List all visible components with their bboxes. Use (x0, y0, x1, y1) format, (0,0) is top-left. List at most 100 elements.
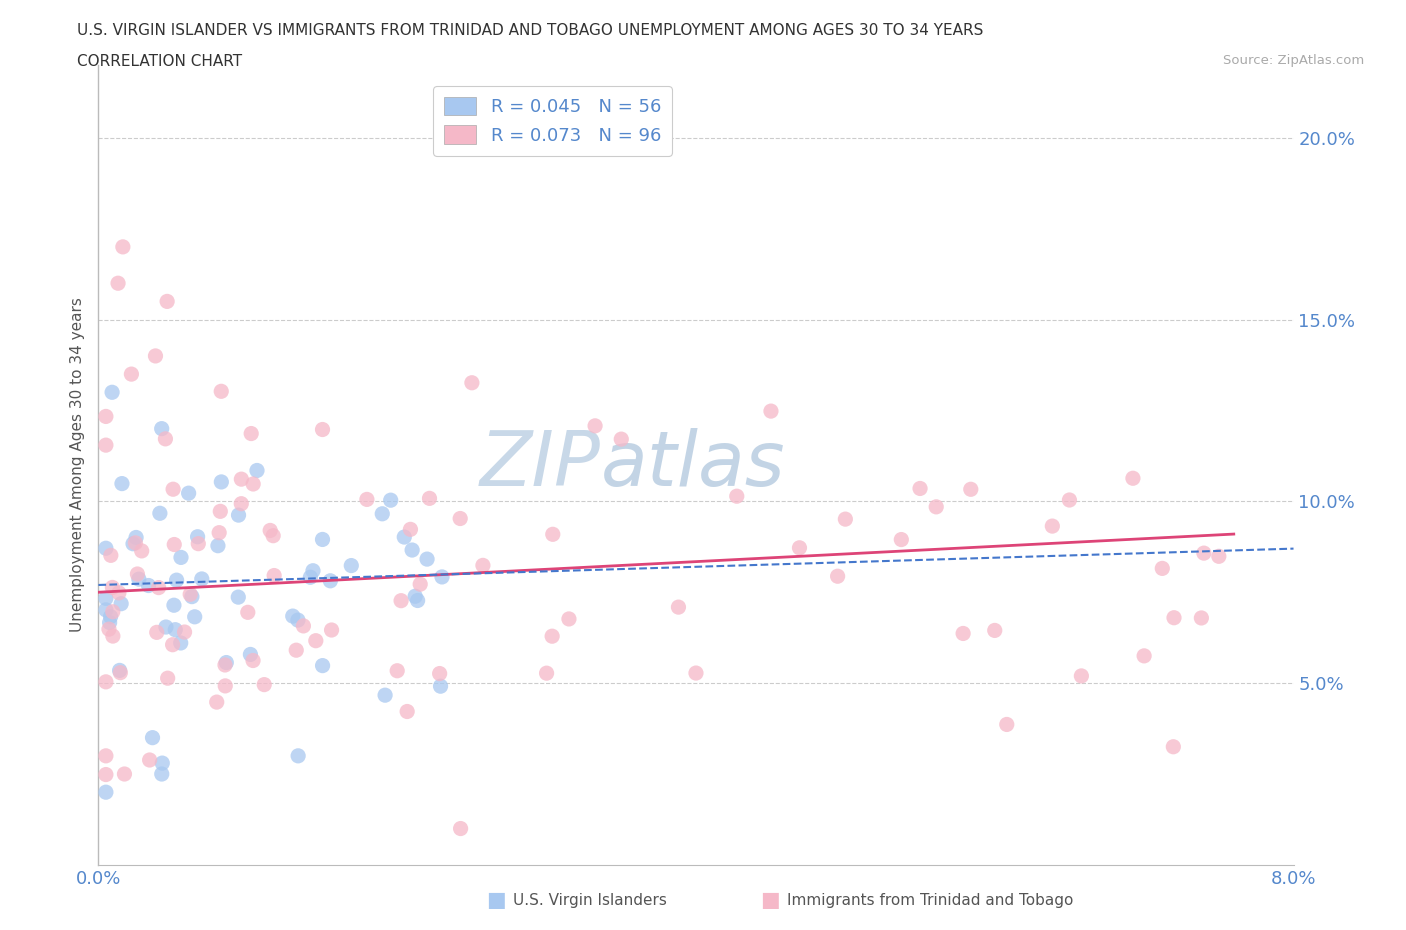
Text: ZIP: ZIP (479, 428, 600, 502)
Point (110, 596, 132, 611)
Point (429, 666, 451, 681)
Point (149, 506, 172, 521)
Point (94, 438, 117, 453)
Point (374, 688, 396, 703)
Point (231, 472, 253, 486)
Point (685, 666, 707, 681)
Point (170, 550, 193, 565)
Point (231, 497, 253, 512)
Point (108, 585, 131, 600)
Point (226, 590, 249, 604)
Point (536, 666, 558, 681)
Point (187, 529, 209, 544)
Point (155, 432, 177, 446)
Point (108, 663, 131, 678)
Point (94, 674, 117, 689)
Point (145, 625, 167, 640)
Point (209, 384, 232, 399)
Point (429, 679, 451, 694)
Point (236, 604, 259, 619)
Point (827, 569, 849, 584)
Point (101, 629, 124, 644)
Point (299, 570, 322, 585)
Point (111, 239, 134, 254)
Point (215, 655, 238, 670)
Point (100, 609, 122, 624)
Text: ■: ■ (761, 890, 780, 910)
Point (242, 476, 264, 491)
Point (1122, 471, 1144, 485)
Point (305, 633, 328, 648)
Point (461, 376, 484, 391)
Point (148, 580, 170, 595)
Point (94, 409, 117, 424)
Point (183, 609, 205, 624)
Point (406, 593, 429, 608)
Point (541, 527, 564, 542)
Point (1070, 669, 1092, 684)
Point (1040, 519, 1063, 534)
Point (925, 499, 948, 514)
Point (156, 294, 179, 309)
Point (165, 622, 187, 637)
Point (263, 568, 285, 583)
Point (97, 622, 120, 637)
Point (166, 573, 188, 588)
Point (150, 756, 173, 771)
Point (209, 504, 232, 519)
Point (418, 491, 440, 506)
Point (141, 730, 163, 745)
Point (1059, 493, 1081, 508)
Point (409, 577, 432, 591)
Point (163, 598, 186, 613)
Point (725, 489, 748, 504)
Point (150, 421, 173, 436)
Point (107, 276, 129, 291)
Point (285, 643, 308, 658)
Point (205, 695, 228, 710)
Point (759, 404, 782, 418)
Point (401, 542, 423, 557)
Point (399, 522, 422, 537)
Point (170, 635, 193, 650)
Point (120, 366, 142, 381)
Point (952, 626, 974, 641)
Legend: R = 0.045   N = 56, R = 0.073   N = 96: R = 0.045 N = 56, R = 0.073 N = 96 (433, 86, 672, 155)
Point (101, 385, 124, 400)
Text: Source: ZipAtlas.com: Source: ZipAtlas.com (1223, 54, 1364, 67)
Point (340, 558, 363, 573)
Point (396, 704, 419, 719)
Point (110, 665, 132, 680)
Point (789, 540, 811, 555)
Point (319, 574, 342, 589)
Point (94, 785, 117, 800)
Point (287, 749, 309, 764)
Point (292, 618, 315, 633)
Point (180, 590, 202, 604)
Point (450, 821, 472, 836)
Point (207, 538, 229, 553)
Point (173, 625, 195, 640)
Point (1208, 549, 1230, 564)
Point (214, 658, 236, 672)
Point (111, 476, 134, 491)
Point (101, 604, 124, 619)
Point (94, 603, 117, 618)
Point (558, 612, 581, 627)
Point (246, 463, 269, 478)
Point (385, 663, 409, 678)
Point (177, 485, 200, 500)
Text: CORRELATION CHART: CORRELATION CHART (77, 54, 242, 69)
Point (125, 530, 148, 545)
Point (371, 506, 394, 521)
Point (1133, 648, 1156, 663)
Point (127, 566, 149, 581)
Point (262, 528, 284, 543)
Point (259, 523, 281, 538)
Point (302, 564, 325, 578)
Point (98, 615, 121, 630)
Point (1189, 610, 1212, 625)
Text: Immigrants from Trinidad and Tobago: Immigrants from Trinidad and Tobago (787, 893, 1074, 908)
Point (995, 717, 1018, 732)
Point (908, 481, 931, 496)
